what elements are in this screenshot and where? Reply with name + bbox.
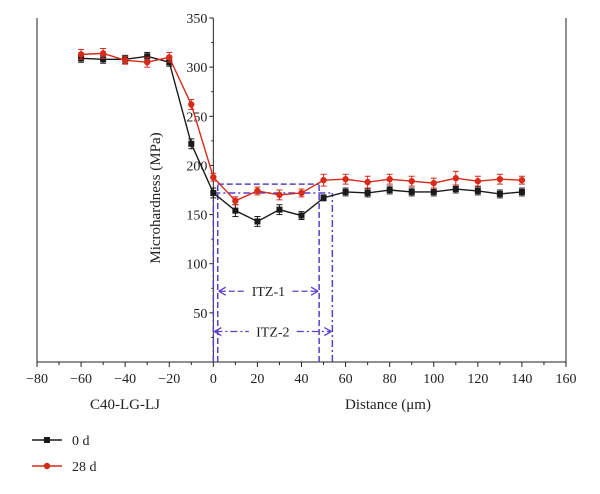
data-point-0d [100,56,107,63]
data-point-0d [210,189,217,196]
data-point-28d [518,176,526,184]
itz2-label: ITZ-2 [256,326,289,341]
data-point-0d [386,187,393,193]
data-point-28d [144,59,151,66]
legend-label-28d: 28 d [72,460,97,475]
data-point-0d [232,207,239,214]
itz2-arrowhead-right [324,326,332,337]
x-tick-label: 20 [250,372,264,387]
y-axis-title: Microhardness (MPa) [148,132,164,263]
data-point-0d [276,206,283,213]
y-tick-label: 100 [186,258,207,273]
legend: 0 d 28 d [32,434,97,475]
data-point-0d [188,140,195,147]
itz-annotations: ITZ-2 ITZ-1 [212,183,334,362]
data-point-28d [474,177,482,185]
data-point-0d [364,189,371,196]
series-0d [78,51,525,227]
data-point-28d [99,50,107,57]
y-axis: 50 100 150 200 250 300 350 [186,12,214,362]
y-tick-label: 50 [193,307,207,322]
data-point-0d [298,212,305,219]
x-tick-label: −80 [26,372,48,387]
x-tick-label: 140 [511,372,532,387]
data-point-28d [254,187,261,195]
x-tick-label: −60 [70,372,92,387]
itz2: ITZ-2 [212,192,334,362]
itz1-label: ITZ-1 [252,285,285,300]
data-point-28d [121,57,129,64]
data-point-28d [276,191,283,199]
x-tick-label: 60 [339,372,353,387]
data-point-0d [342,188,349,195]
data-point-0d [144,53,151,60]
legend-label-0d: 0 d [72,434,90,449]
data-point-0d [320,194,327,201]
data-point-28d [166,54,173,61]
itz1: ITZ-1 [216,183,320,362]
data-point-28d [364,178,371,186]
x-axis: −80 −60 −40 −20 0 20 40 60 80 100 120 140 160 [26,362,577,387]
legend-item-0d: 0 d [32,434,90,449]
data-point-28d [320,176,327,184]
data-point-28d [496,175,504,183]
y-tick-label: 200 [186,159,207,174]
y-tick-label: 350 [186,12,207,27]
x-tick-label: 40 [295,372,309,387]
series-layer [77,47,526,227]
data-point-0d [254,218,261,225]
data-point-28d [232,197,239,205]
data-point-0d [518,188,525,195]
data-point-28d [452,175,459,182]
data-point-28d [210,174,217,181]
x-tick-label: −40 [114,372,136,387]
data-point-0d [496,190,503,197]
y-tick-label: 300 [186,61,207,76]
y-tick-label: 250 [186,110,207,125]
x-tick-label: 160 [556,372,577,387]
legend-marker-28d [43,462,51,470]
data-point-0d [430,188,437,195]
data-point-28d [188,101,195,108]
data-point-28d [298,189,305,197]
itz1-arrowhead-right [310,286,319,296]
data-point-28d [430,179,437,187]
data-point-28d [342,175,349,183]
x-tick-label: 80 [383,372,397,387]
data-point-0d [452,186,459,193]
data-point-28d [386,175,393,183]
data-point-28d [77,51,85,58]
legend-item-28d: 28 d [32,460,97,475]
x-axis-title: Distance (μm) [345,397,431,413]
data-point-28d [408,177,415,185]
legend-marker-0d [44,437,50,443]
corner-label: C40-LG-LJ [90,397,160,413]
data-point-0d [408,188,415,195]
y-tick-label: 150 [186,209,207,224]
x-tick-label: −20 [158,372,180,387]
itz1-arrowhead-left [218,286,227,296]
data-point-0d [474,187,481,194]
x-tick-label: 0 [210,372,217,387]
x-tick-label: 100 [423,372,444,387]
x-tick-label: 120 [467,372,488,387]
series-28d [77,47,526,206]
